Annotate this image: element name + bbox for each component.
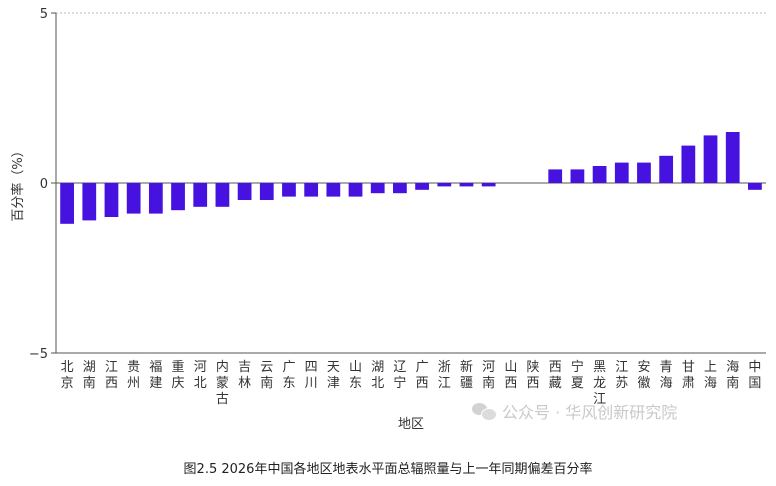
- bar-广西: [415, 183, 429, 190]
- x-tick-label: 海南: [726, 360, 739, 391]
- x-tick-label: 贵州: [127, 360, 140, 391]
- bar-贵州: [126, 183, 141, 214]
- bar-重庆: [171, 183, 185, 211]
- x-tick-label: 湖北: [371, 360, 384, 391]
- bar-河南: [481, 183, 496, 187]
- y-tick-label: −5: [29, 347, 48, 362]
- x-tick-label: 西藏: [549, 360, 562, 391]
- x-tick-label: 广西: [416, 360, 429, 391]
- x-tick-label: 山东: [349, 360, 362, 391]
- bar-chart: 5 0 −5 北京湖南江西贵州福建重庆河北内蒙古吉林云南广东四川天津山东湖北辽宁广西…: [10, 7, 766, 432]
- x-tick-label: 内蒙古: [216, 359, 229, 407]
- bar-山东: [348, 183, 363, 197]
- x-tick-label: 上海: [704, 360, 717, 391]
- category-labels: 北京湖南江西贵州福建重庆河北内蒙古吉林云南广东四川天津山东湖北辽宁广西浙江新疆河…: [61, 359, 762, 407]
- watermark: 公众号 · 华风创新研究院: [472, 398, 762, 424]
- x-tick-label: 湖南: [83, 360, 96, 391]
- x-tick-label: 陕西: [527, 360, 540, 391]
- bar-西藏: [548, 169, 563, 183]
- bar-吉林: [237, 183, 252, 200]
- x-tick-label: 浙江: [438, 360, 451, 391]
- bar-辽宁: [393, 183, 407, 194]
- x-tick-label: 甘肃: [682, 360, 695, 391]
- figure-caption: 图2.5 2026年中国各地区地表水平面总辐照量与上一年同期偏差百分率: [183, 462, 593, 477]
- bar-海南: [725, 132, 740, 183]
- bar-湖北: [370, 183, 385, 194]
- wechat-icon: [472, 401, 497, 421]
- x-tick-label: 福建: [149, 360, 162, 391]
- bar-甘肃: [681, 145, 696, 183]
- bar-新疆: [459, 183, 474, 187]
- bar-上海: [703, 135, 718, 183]
- x-tick-label: 广东: [282, 360, 295, 391]
- bar-广东: [282, 183, 296, 197]
- y-axis-title: 百分率（%）: [10, 144, 26, 221]
- bar-河北: [193, 183, 208, 207]
- x-tick-label: 四川: [305, 360, 318, 391]
- bar-福建: [148, 183, 163, 214]
- bar-天津: [326, 183, 341, 197]
- x-tick-label: 黑龙江: [593, 360, 606, 407]
- x-tick-label: 重庆: [172, 359, 185, 391]
- x-tick-label: 辽宁: [393, 360, 406, 391]
- bar-四川: [304, 183, 319, 197]
- x-tick-label: 吉林: [238, 360, 251, 391]
- x-tick-label: 安徽: [637, 360, 650, 391]
- bar-江西: [104, 183, 119, 217]
- bar-中国: [748, 183, 762, 190]
- x-tick-label: 江苏: [615, 360, 628, 391]
- bar-浙江: [437, 183, 452, 187]
- x-tick-label: 江西: [105, 360, 118, 391]
- y-tick-label: 0: [40, 177, 48, 192]
- watermark-text: 公众号 · 华风创新研究院: [502, 403, 678, 422]
- bar-青海: [659, 155, 674, 183]
- bars: [60, 132, 762, 224]
- x-tick-label: 青海: [660, 360, 673, 391]
- bar-湖南: [82, 183, 97, 221]
- x-axis-title: 地区: [398, 417, 424, 432]
- x-tick-label: 宁夏: [571, 359, 584, 391]
- x-tick-label: 云南: [260, 360, 273, 391]
- bar-黑龙江: [592, 166, 607, 183]
- x-tick-label: 山西: [504, 360, 517, 391]
- x-tick-label: 天津: [327, 360, 340, 391]
- x-tick-label: 中国: [748, 360, 761, 391]
- x-tick-label: 河南: [482, 360, 495, 391]
- y-tick-label: 5: [40, 7, 48, 22]
- bar-宁夏: [570, 169, 585, 183]
- x-tick-label: 河北: [194, 360, 207, 391]
- bar-内蒙古: [215, 183, 230, 207]
- bar-江苏: [614, 162, 629, 183]
- bar-安徽: [637, 162, 651, 183]
- bar-云南: [259, 183, 274, 200]
- x-tick-label: 北京: [61, 360, 74, 391]
- y-ticks: 5 0 −5: [29, 7, 56, 362]
- x-tick-label: 新疆: [460, 359, 473, 391]
- bar-北京: [60, 183, 74, 224]
